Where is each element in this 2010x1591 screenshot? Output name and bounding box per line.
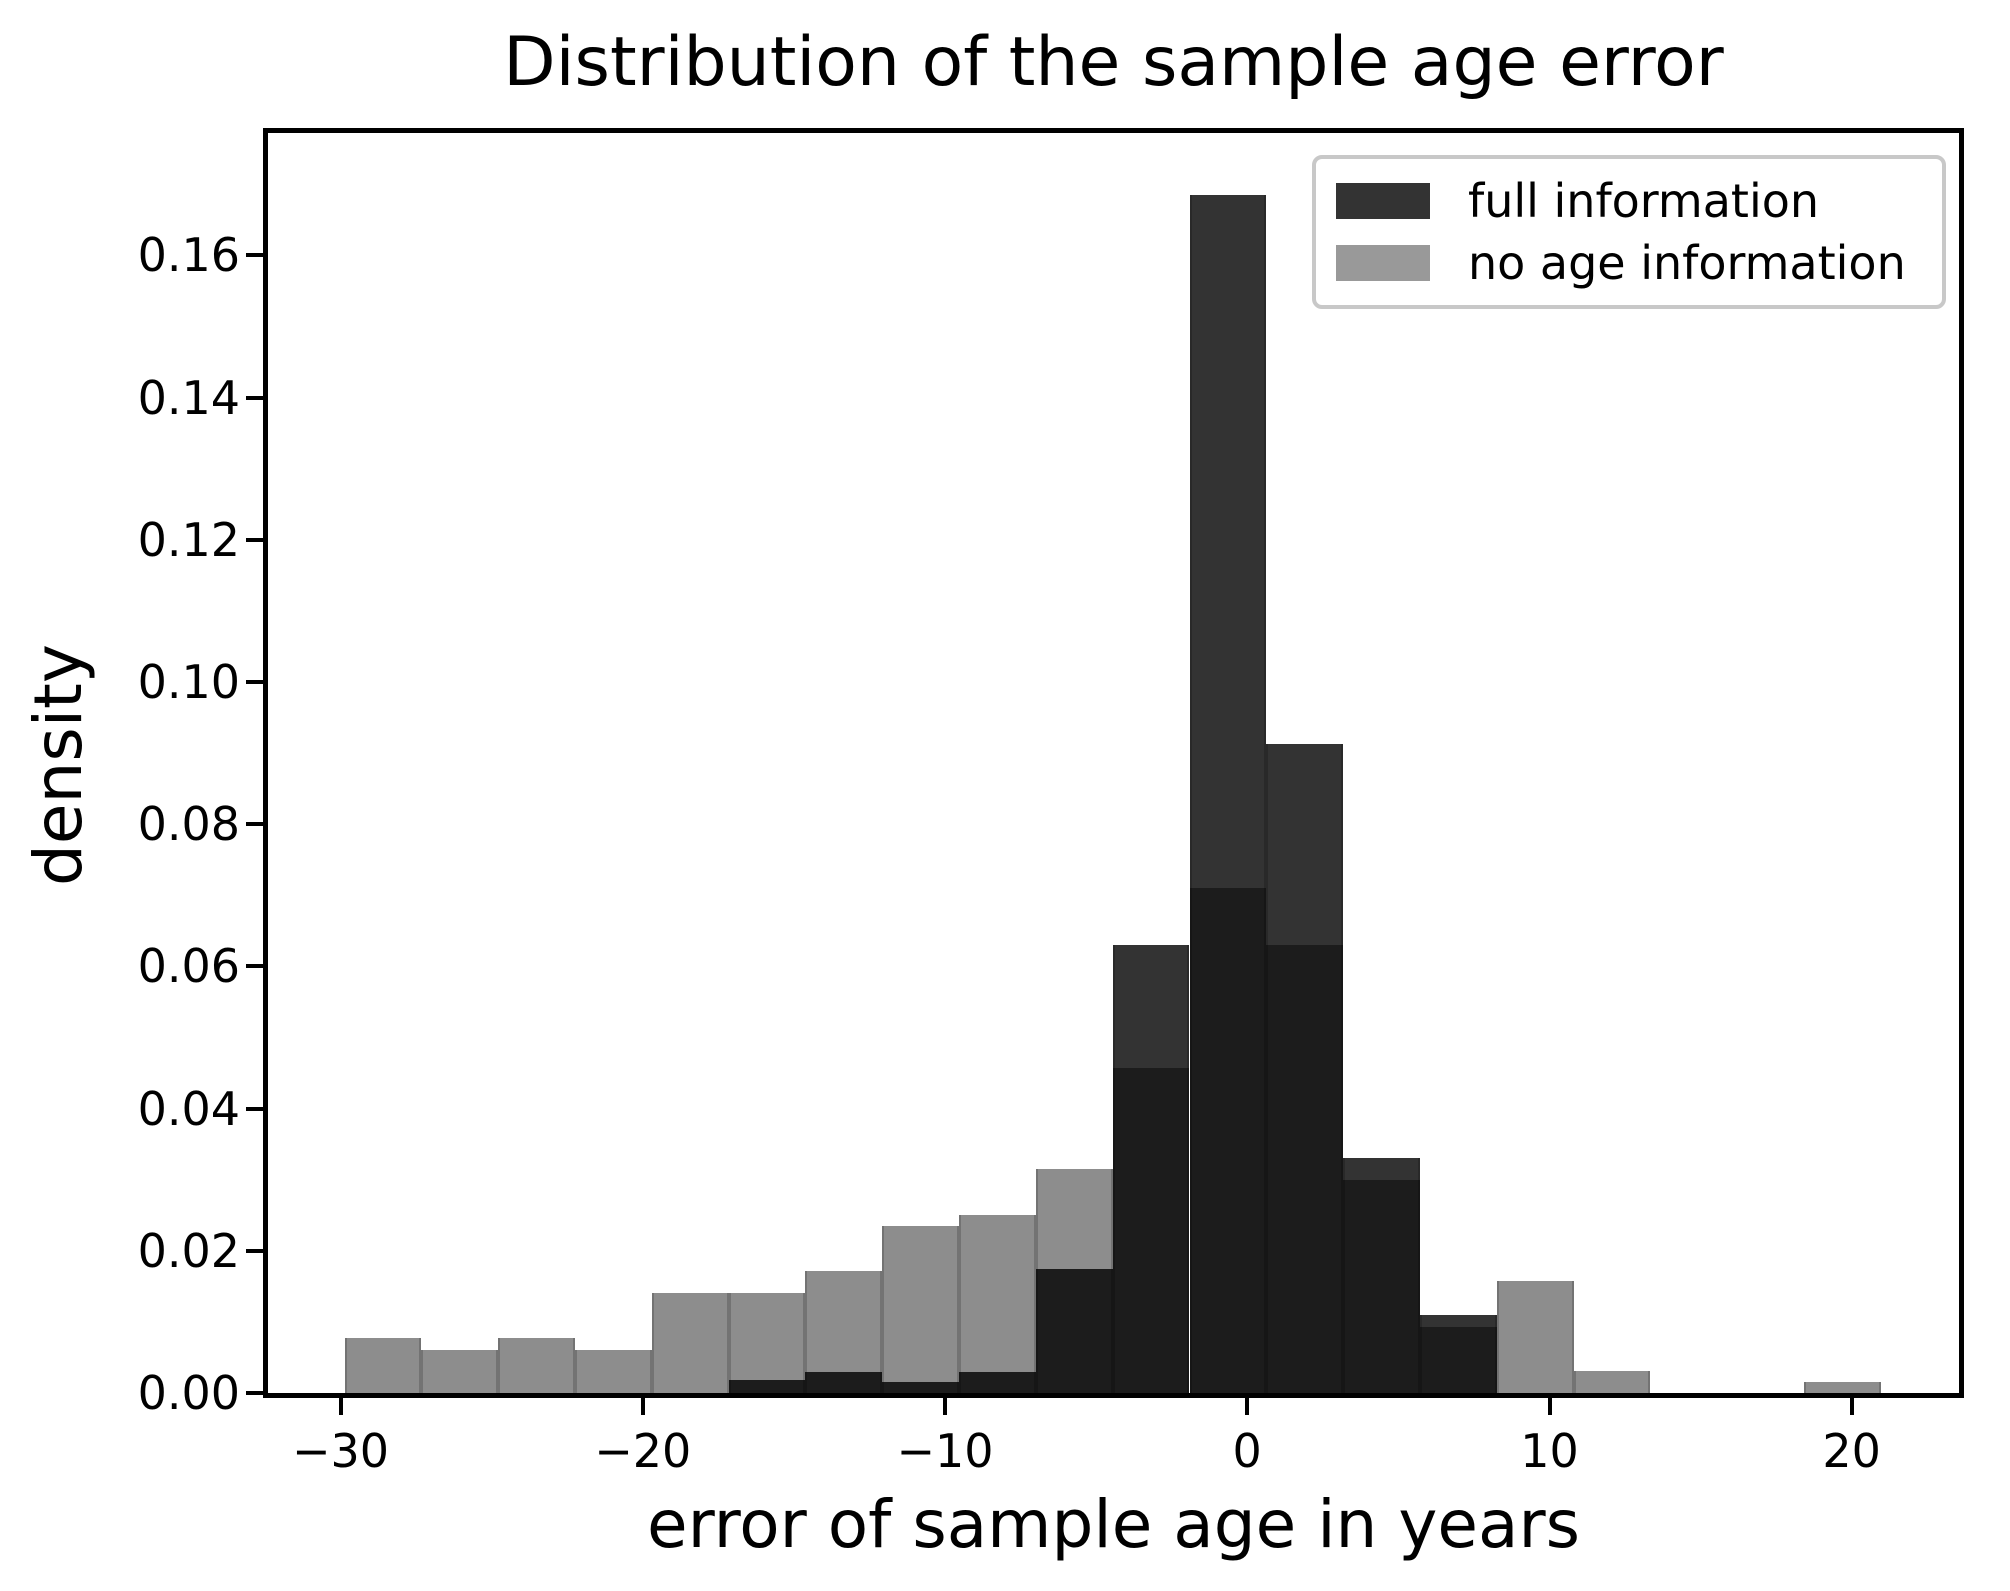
legend-label: no age information: [1468, 235, 1906, 290]
plot-area: full information no age information: [263, 128, 1964, 1398]
histogram-bar-overlap: [1420, 1326, 1497, 1393]
x-tick-label: −20: [594, 1424, 692, 1478]
histogram-bars-layer: [268, 133, 1959, 1393]
legend-item: full information: [1336, 174, 1932, 228]
histogram-bar-overlap: [805, 1371, 883, 1393]
y-tick-mark: [246, 1391, 263, 1395]
histogram-bar-noage: [344, 1338, 422, 1393]
histogram-bar-noage: [1035, 1169, 1113, 1270]
histogram-bar-full: [1189, 194, 1267, 889]
legend: full information no age information: [1312, 155, 1946, 309]
histogram-bar-noage: [574, 1349, 652, 1393]
y-tick-label: 0.12: [137, 512, 240, 567]
y-tick-mark: [246, 822, 263, 827]
x-tick-mark: [943, 1398, 947, 1415]
y-tick-label: 0.06: [137, 939, 240, 994]
x-tick-label: 0: [1232, 1424, 1262, 1478]
histogram-bar-noage: [421, 1349, 498, 1393]
histogram-bar-full: [1343, 1157, 1421, 1181]
histogram-bar-overlap: [1112, 1068, 1190, 1393]
histogram-bar-noage: [882, 1225, 959, 1382]
histogram-bar-overlap: [958, 1371, 1036, 1393]
histogram-bar-overlap: [1035, 1269, 1113, 1393]
histogram-bar-overlap: [1189, 888, 1267, 1393]
y-tick-mark: [246, 1248, 263, 1253]
x-tick-label: −10: [896, 1424, 994, 1478]
x-tick-mark: [1245, 1398, 1250, 1415]
histogram-bar-noage: [1804, 1381, 1882, 1393]
chart-title: Distribution of the sample age error: [503, 23, 1724, 102]
x-tick-label: 10: [1520, 1424, 1579, 1478]
x-tick-label: 20: [1822, 1424, 1881, 1478]
y-tick-mark: [246, 1106, 263, 1111]
x-tick-mark: [1547, 1398, 1552, 1415]
histogram-bar-noage: [728, 1292, 806, 1381]
legend-swatch-icon: [1336, 244, 1430, 281]
y-tick-mark: [246, 679, 263, 684]
histogram-bar-noage: [498, 1338, 575, 1393]
histogram-bar-noage: [651, 1292, 729, 1393]
histogram-bar-full: [1112, 945, 1190, 1068]
y-tick-mark: [246, 964, 263, 969]
legend-swatch-icon: [1336, 183, 1430, 220]
histogram-bar-noage: [958, 1214, 1036, 1372]
y-tick-label: 0.08: [137, 797, 240, 852]
y-tick-label: 0.00: [137, 1366, 240, 1420]
y-tick-label: 0.02: [137, 1223, 240, 1278]
x-axis-label: error of sample age in years: [647, 1486, 1580, 1563]
histogram-bar-overlap: [1266, 945, 1344, 1393]
histogram-bar-overlap: [882, 1381, 959, 1393]
y-tick-mark: [246, 395, 263, 400]
histogram-bar-overlap: [728, 1380, 806, 1393]
legend-item: no age information: [1336, 236, 1932, 290]
legend-label: full information: [1468, 174, 1820, 229]
histogram-bar-full: [1420, 1314, 1497, 1327]
y-tick-label: 0.04: [137, 1081, 240, 1136]
y-tick-label: 0.10: [137, 654, 240, 709]
y-tick-label: 0.16: [137, 228, 240, 283]
x-tick-label: −30: [291, 1424, 390, 1478]
y-axis-label: density: [20, 644, 97, 886]
histogram-bar-noage: [1496, 1280, 1574, 1393]
y-tick-label: 0.14: [137, 370, 240, 425]
histogram-bar-full: [1266, 743, 1344, 945]
x-tick-mark: [640, 1398, 645, 1415]
y-tick-mark: [246, 253, 263, 258]
histogram-bar-noage: [1573, 1371, 1651, 1393]
x-tick-mark: [1849, 1398, 1854, 1415]
y-tick-mark: [246, 537, 263, 542]
x-tick-mark: [338, 1398, 343, 1415]
histogram-bar-overlap: [1343, 1180, 1421, 1393]
histogram-bar-noage: [805, 1270, 883, 1372]
